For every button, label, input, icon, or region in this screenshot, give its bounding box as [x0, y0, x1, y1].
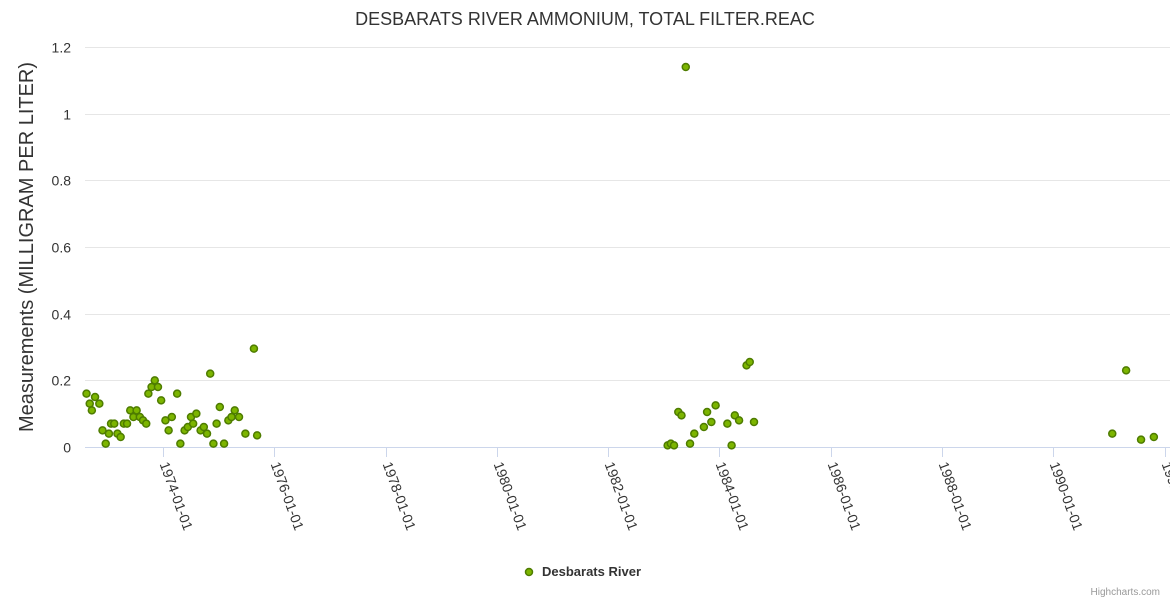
y-tick-label: 1.2	[52, 40, 72, 56]
data-point[interactable]	[249, 344, 259, 353]
data-point[interactable]	[122, 419, 132, 428]
data-point[interactable]	[167, 412, 177, 422]
data-point[interactable]	[702, 407, 712, 417]
data-point[interactable]	[1149, 432, 1159, 442]
y-tick-label: 0.2	[52, 373, 72, 389]
data-point[interactable]	[1136, 435, 1146, 444]
data-point[interactable]	[82, 389, 91, 398]
data-point[interactable]	[230, 406, 239, 415]
data-point[interactable]	[241, 429, 250, 438]
data-point[interactable]	[176, 439, 185, 448]
data-point[interactable]	[202, 429, 212, 438]
x-tick-label: 1976-01-01	[268, 460, 308, 533]
data-point[interactable]	[164, 426, 173, 435]
data-point[interactable]	[87, 406, 97, 415]
x-tick-label: 1980-01-01	[491, 460, 531, 533]
chart-title: DESBARATS RIVER AMMONIUM, TOTAL FILTER.R…	[355, 9, 815, 29]
data-point[interactable]	[227, 412, 236, 422]
data-point[interactable]	[141, 419, 151, 428]
data-point[interactable]	[101, 439, 110, 448]
data-point[interactable]	[234, 412, 244, 422]
data-point[interactable]	[209, 439, 218, 448]
y-tick-label: 1	[63, 107, 71, 123]
y-axis-ticks: 0 0.2 0.4 0.6 0.8 1 1.2	[52, 40, 72, 456]
data-point[interactable]	[734, 416, 744, 425]
data-point[interactable]	[192, 409, 201, 418]
data-point[interactable]	[199, 422, 209, 432]
data-point[interactable]	[153, 382, 163, 392]
x-tick-label: 1992-01-01	[1159, 460, 1170, 533]
data-point[interactable]	[669, 441, 679, 450]
data-point[interactable]	[156, 396, 166, 405]
x-tick-label: 1990-01-01	[1047, 460, 1087, 533]
x-tick-label: 1982-01-01	[602, 460, 642, 533]
data-point[interactable]	[699, 422, 709, 432]
data-point[interactable]	[188, 419, 198, 428]
data-point[interactable]	[749, 417, 759, 427]
data-point[interactable]	[745, 357, 754, 367]
data-point[interactable]	[681, 62, 691, 72]
data-point[interactable]	[104, 429, 114, 438]
data-point[interactable]	[215, 402, 225, 412]
data-point[interactable]	[685, 439, 695, 448]
data-point[interactable]	[205, 369, 215, 378]
data-point[interactable]	[677, 411, 686, 420]
legend-label[interactable]: Desbarats River	[542, 564, 641, 579]
y-tick-label: 0.8	[52, 173, 72, 189]
x-tick-label: 1988-01-01	[936, 460, 976, 533]
x-tick-label: 1984-01-01	[713, 460, 753, 533]
data-point[interactable]	[150, 376, 160, 385]
data-point[interactable]	[219, 439, 229, 448]
data-point[interactable]	[172, 389, 182, 398]
data-points[interactable]	[82, 62, 1159, 450]
data-point[interactable]	[95, 399, 104, 408]
y-axis-label: Measurements (MILLIGRAM PER LITER)	[16, 62, 38, 432]
data-point[interactable]	[727, 441, 736, 450]
data-point[interactable]	[1108, 429, 1117, 438]
data-point[interactable]	[132, 406, 141, 415]
data-point[interactable]	[690, 429, 699, 438]
gridlines	[85, 47, 1170, 381]
x-tick-label: 1978-01-01	[380, 460, 420, 533]
data-point[interactable]	[1121, 366, 1131, 375]
y-tick-label: 0.6	[52, 240, 72, 256]
credits-link[interactable]: Highcharts.com	[1091, 587, 1160, 598]
data-point[interactable]	[723, 419, 732, 428]
legend-marker	[524, 567, 534, 577]
legend[interactable]: Desbarats River	[524, 564, 642, 579]
data-point[interactable]	[252, 431, 262, 440]
data-point[interactable]	[144, 389, 153, 398]
data-point[interactable]	[161, 416, 170, 425]
x-tick-label: 1986-01-01	[825, 460, 865, 533]
x-axis-ticks: 1974-01-01 1976-01-01 1978-01-01 1980-01-01…	[157, 447, 1170, 533]
data-point[interactable]	[90, 392, 100, 402]
y-tick-label: 0	[63, 440, 71, 456]
data-point[interactable]	[711, 401, 720, 410]
y-tick-label: 0.4	[52, 307, 72, 323]
data-point[interactable]	[116, 432, 125, 442]
data-point[interactable]	[98, 426, 107, 435]
data-point[interactable]	[707, 417, 716, 427]
data-point[interactable]	[109, 419, 119, 428]
data-point[interactable]	[212, 419, 221, 428]
x-tick-label: 1974-01-01	[157, 460, 197, 533]
